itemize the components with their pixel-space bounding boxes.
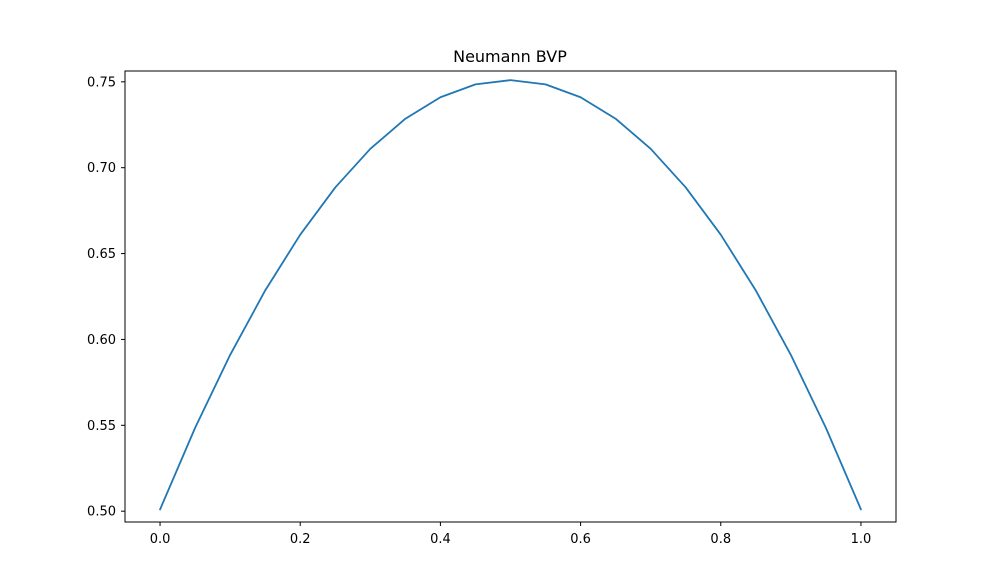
y-axis-ticks: 0.50 0.55 0.60 0.65 0.70 0.75 bbox=[87, 75, 125, 520]
y-tick-label: 0.60 bbox=[87, 333, 116, 348]
y-tick-label: 0.50 bbox=[87, 505, 116, 520]
x-tick-label: 0.6 bbox=[570, 532, 591, 547]
x-axis-ticks: 0.0 0.2 0.4 0.6 0.8 1.0 bbox=[150, 522, 872, 547]
chart-title: Neumann BVP bbox=[453, 47, 567, 66]
x-tick-label: 0.4 bbox=[430, 532, 451, 547]
x-tick-label: 0.0 bbox=[150, 532, 171, 547]
series-layer bbox=[159, 79, 862, 511]
y-tick-label: 0.75 bbox=[87, 75, 116, 90]
y-tick-label: 0.70 bbox=[87, 161, 116, 176]
axes-layer bbox=[124, 70, 897, 523]
x-tick-label: 1.0 bbox=[851, 532, 872, 547]
x-tick-label: 0.8 bbox=[710, 532, 731, 547]
y-tick-label: 0.65 bbox=[87, 247, 116, 262]
x-tick-label: 0.2 bbox=[290, 532, 311, 547]
series-line-0 bbox=[159, 79, 862, 511]
plot-area bbox=[125, 71, 896, 522]
y-tick-label: 0.55 bbox=[87, 419, 116, 434]
axes-frame bbox=[124, 70, 897, 523]
